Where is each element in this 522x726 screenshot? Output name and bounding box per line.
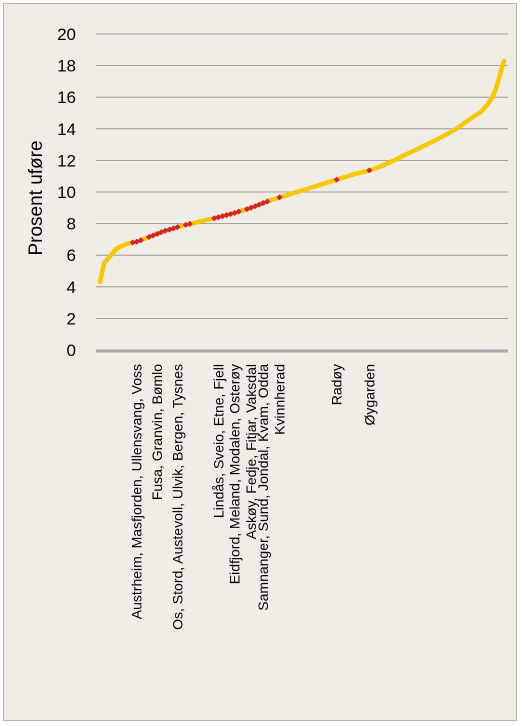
data-marker bbox=[129, 239, 136, 246]
data-marker bbox=[276, 194, 283, 201]
y-tick-label: 16 bbox=[57, 88, 76, 107]
category-label: Eidfjord, Meland, Modalen, Osterøy bbox=[227, 364, 243, 584]
y-tick-labels: 0 2 4 6 8 10 12 14 16 18 20 bbox=[57, 25, 76, 360]
data-marker bbox=[366, 167, 373, 174]
highlight-markers bbox=[129, 167, 373, 246]
category-label: Samnanger, Sund, Jondal, Kvam, Odda bbox=[255, 364, 271, 611]
category-label: Fusa, Granvin, Bømlo bbox=[149, 364, 165, 500]
y-tick-label: 10 bbox=[57, 183, 76, 202]
y-tick-label: 8 bbox=[67, 215, 76, 234]
y-tick-label: 12 bbox=[57, 151, 76, 170]
data-marker bbox=[235, 208, 242, 215]
chart-frame bbox=[3, 3, 517, 721]
category-label: Kvinnherad bbox=[272, 364, 288, 435]
y-tick-label: 6 bbox=[67, 246, 76, 265]
category-label: Os, Stord, Austevoll, Ulvik, Bergen, Tys… bbox=[170, 364, 186, 630]
y-tick-label: 0 bbox=[67, 341, 76, 360]
data-marker bbox=[137, 237, 144, 244]
category-label: Radøy bbox=[329, 364, 345, 405]
series-line bbox=[97, 58, 507, 285]
data-marker bbox=[186, 220, 193, 227]
series-line-0 bbox=[97, 58, 507, 285]
gridlines bbox=[96, 33, 508, 353]
category-label: Øygarden bbox=[361, 364, 377, 425]
y-tick-label: 20 bbox=[57, 25, 76, 44]
data-marker bbox=[174, 224, 181, 231]
category-label: Lindås, Sveio, Etne, Fjell bbox=[210, 364, 226, 518]
data-marker bbox=[264, 198, 271, 205]
y-tick-label: 14 bbox=[57, 120, 76, 139]
category-labels: Austrheim, Masfjorden, Ullensvang, Voss F… bbox=[129, 364, 378, 630]
y-tick-label: 18 bbox=[57, 57, 76, 76]
y-axis-title: Prosent uføre bbox=[26, 140, 47, 255]
y-tick-label: 4 bbox=[67, 278, 76, 297]
category-label: Askøy, Fedje, Fitjar, Vaksdal bbox=[243, 364, 259, 539]
y-tick-label: 2 bbox=[67, 309, 76, 328]
data-marker bbox=[182, 221, 189, 228]
data-marker bbox=[333, 176, 340, 183]
category-label: Austrheim, Masfjorden, Ullensvang, Voss bbox=[129, 364, 145, 619]
data-marker bbox=[211, 215, 218, 222]
